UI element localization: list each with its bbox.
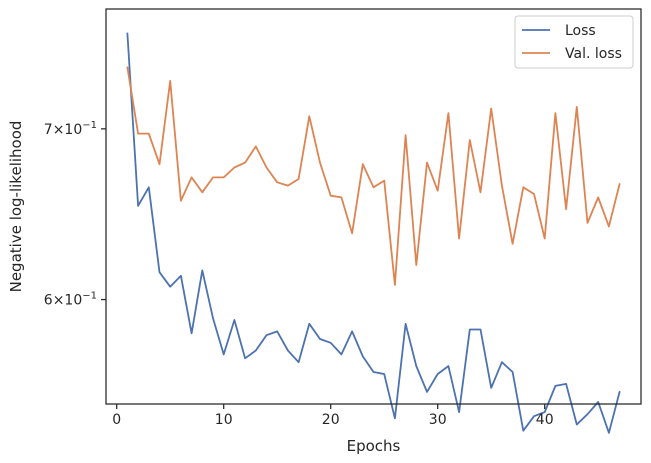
plot-frame: [105, 8, 642, 405]
legend-label-loss: Loss: [565, 23, 596, 39]
x-tick-label: 40: [536, 412, 554, 428]
y-tick-label: 6×10−1: [44, 291, 97, 309]
x-tick-label: 10: [215, 412, 233, 428]
series-line-val-loss: [126, 66, 621, 286]
y-tick-label: 7×10−1: [44, 120, 97, 138]
legend-box: [514, 15, 634, 69]
series-line-loss: [126, 32, 621, 434]
x-tick-label: 30: [429, 412, 447, 428]
x-axis-ticks: 0 10 20 30 40: [112, 404, 554, 428]
legend-label-val-loss: Val. loss: [565, 46, 622, 62]
x-axis-label: Epochs: [347, 437, 401, 455]
y-axis-ticks: 6×10−1 7×10−1: [44, 120, 106, 309]
legend: Loss Val. loss: [514, 15, 634, 69]
x-tick-label: 0: [112, 412, 121, 428]
x-tick-label: 20: [322, 412, 340, 428]
y-axis-label: Negative log-likelihood: [7, 121, 25, 293]
series-layer: [126, 32, 621, 434]
